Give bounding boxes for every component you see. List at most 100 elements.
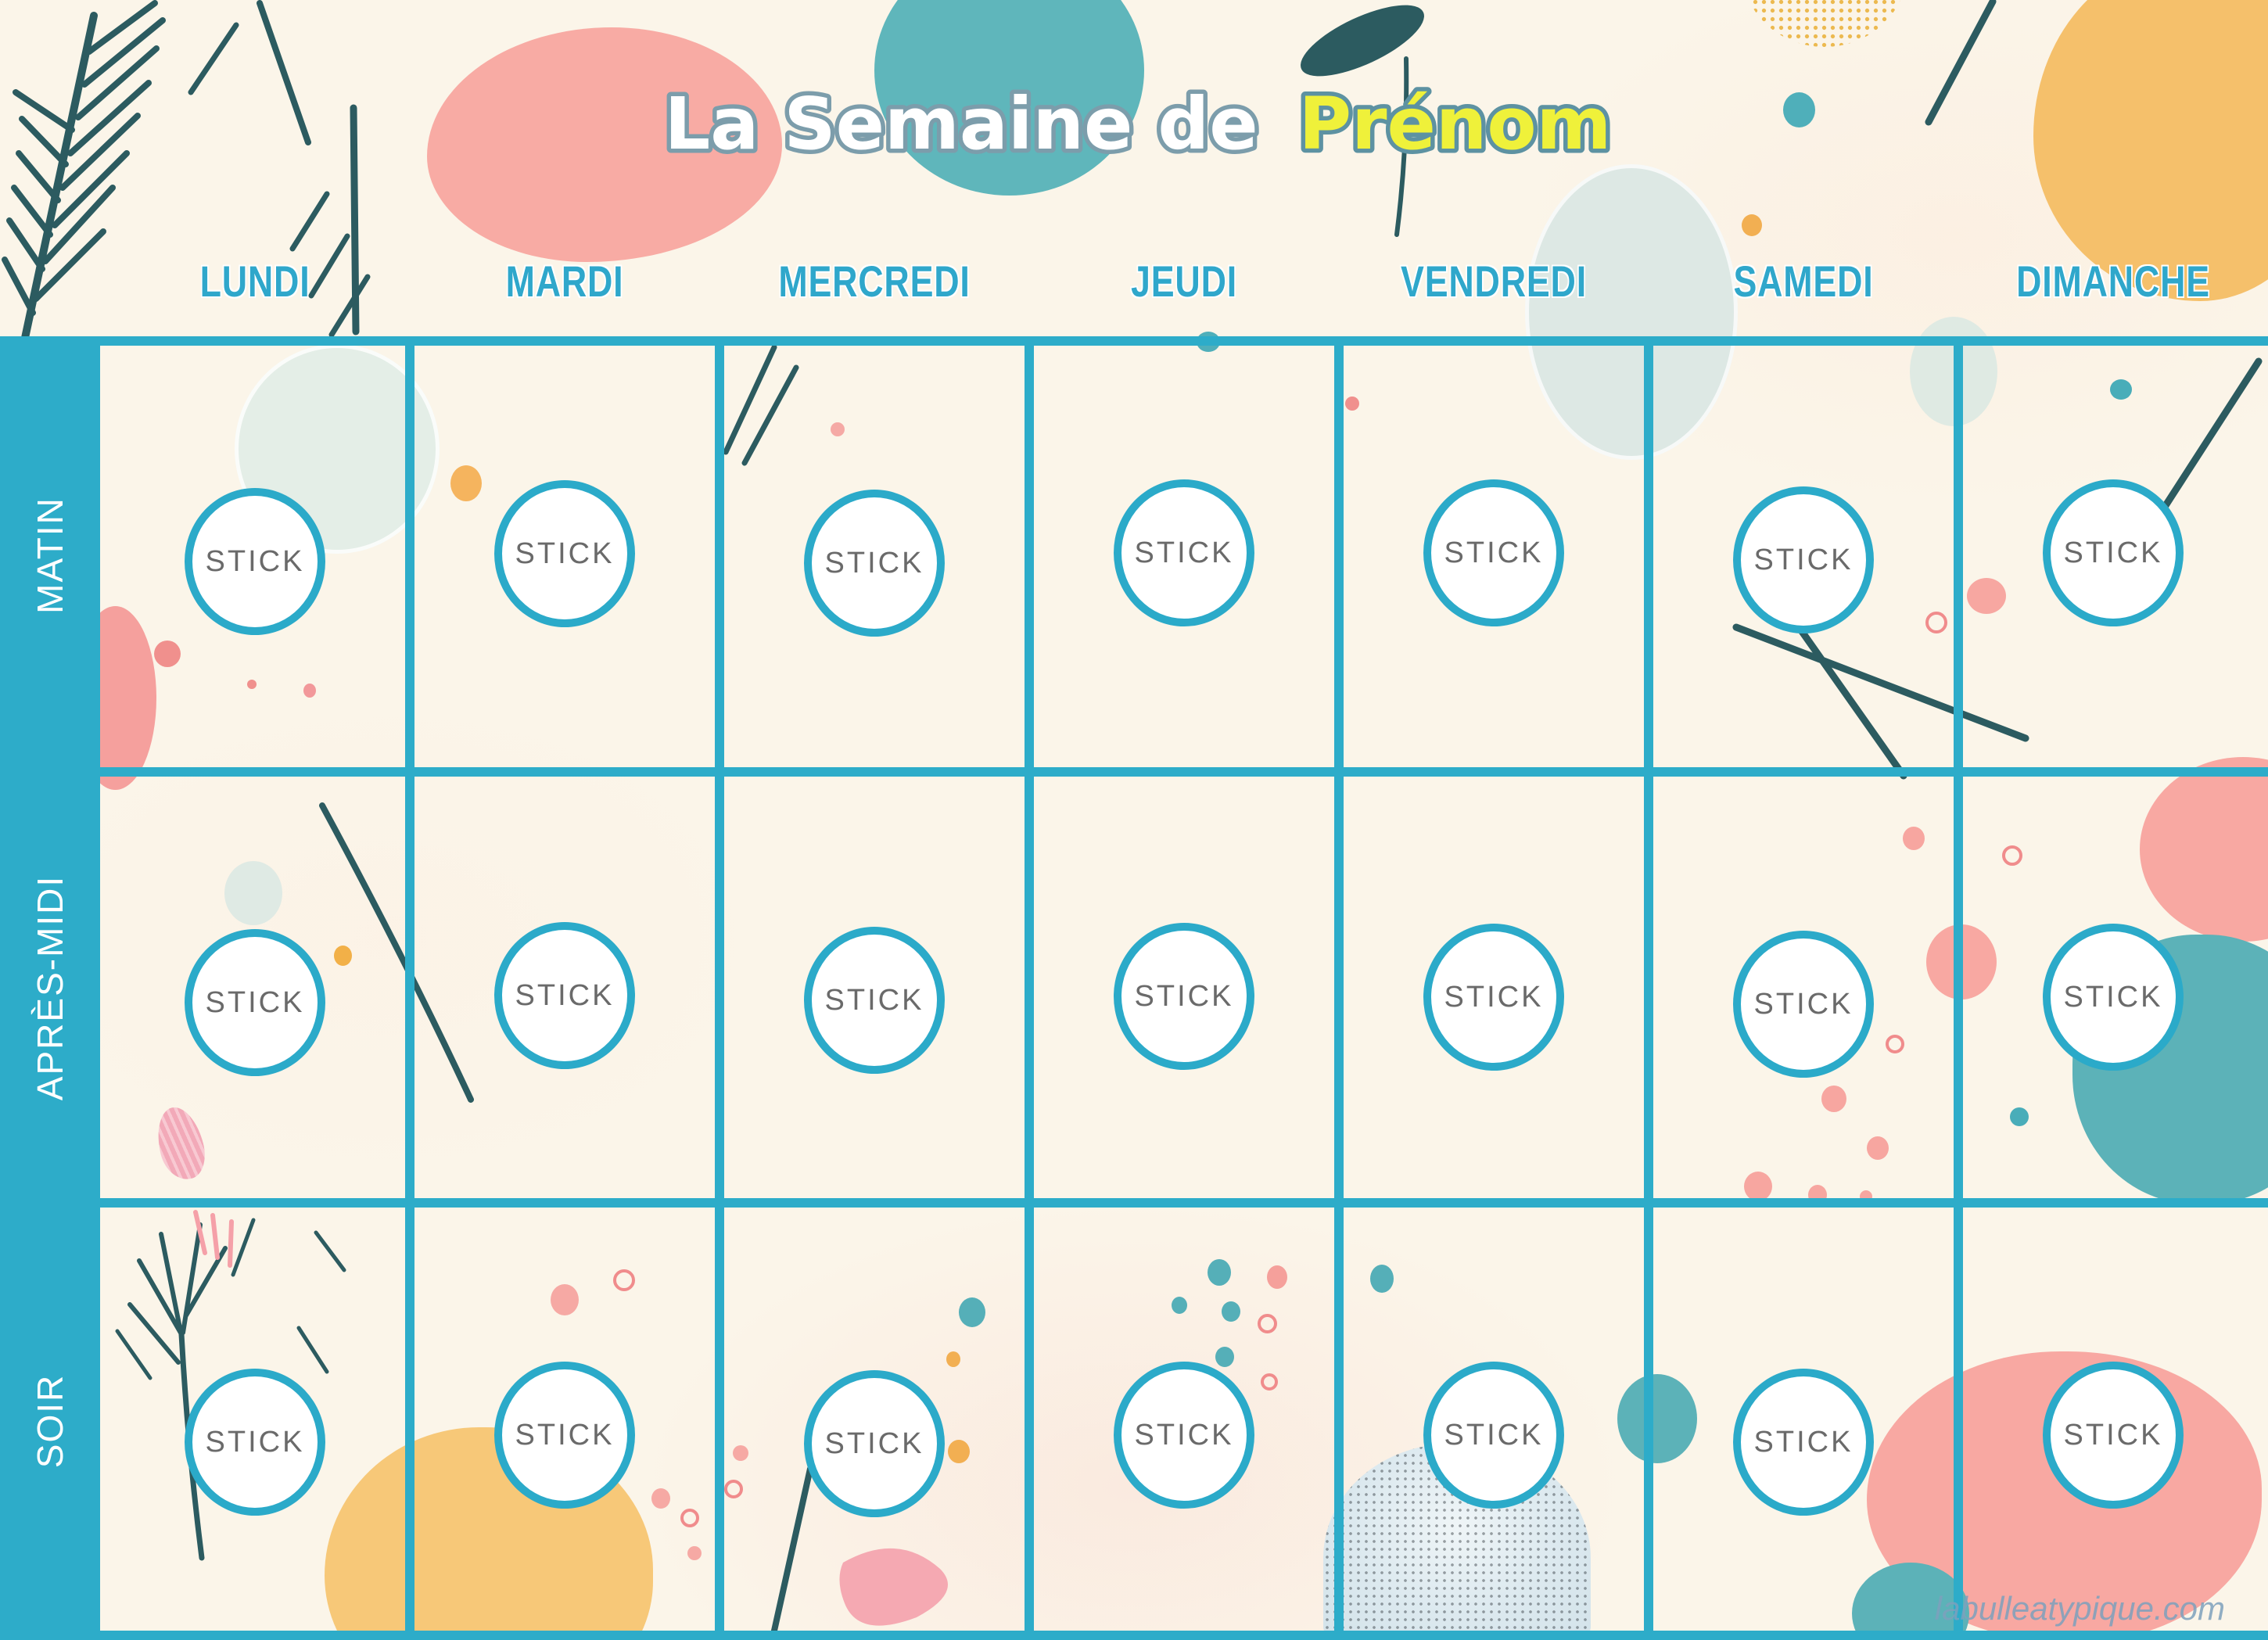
pink-dot <box>303 684 316 698</box>
sticker-slot-label: STICK <box>1444 980 1544 1014</box>
pink-dot-mercredi-soir <box>733 1445 748 1461</box>
orange-dot-mardi <box>450 465 482 501</box>
teal-dot-jeudi-soir <box>1222 1301 1240 1322</box>
sticker-slot-label: STICK <box>2063 980 2163 1014</box>
sticker-slot-dimanche-apres-midi[interactable]: STICK <box>2043 924 2184 1071</box>
teal-dot-jeudi-soir <box>1215 1347 1234 1367</box>
sticker-slot-label: STICK <box>1134 979 1234 1013</box>
orange-dot <box>1742 214 1762 236</box>
sticker-slot-lundi-apres-midi[interactable]: STICK <box>185 929 325 1076</box>
grid-line-col4 <box>1334 336 1344 1640</box>
title-name: Prénom <box>1299 82 1612 166</box>
sticker-slot-mercredi-apres-midi[interactable]: STICK <box>804 927 945 1074</box>
sticker-slot-jeudi-matin[interactable]: STICK <box>1114 479 1254 626</box>
sticker-slot-samedi-apres-midi[interactable]: STICK <box>1733 931 1874 1078</box>
pink-ring-mardi-soir <box>680 1509 699 1527</box>
sticker-slot-label: STICK <box>205 1425 305 1459</box>
teal-dot-mercredi-soir <box>959 1297 985 1327</box>
sticker-slot-label: STICK <box>1444 1418 1544 1452</box>
orange-dot-mercredi-soir <box>948 1440 970 1463</box>
sticker-slot-mercredi-soir[interactable]: STICK <box>804 1370 945 1517</box>
pink-ring-dot <box>1925 612 1947 633</box>
sticker-slot-label: STICK <box>515 536 615 570</box>
grid-line-col6 <box>1954 336 1963 1640</box>
sticker-slot-label: STICK <box>2063 536 2163 569</box>
day-header-lundi: LUNDI <box>199 256 310 306</box>
teal-dot <box>1783 92 1815 127</box>
pale-blue-circle-header <box>1525 164 1738 460</box>
pink-dot-jeudi-soir <box>1267 1265 1287 1289</box>
sticker-slot-mardi-apres-midi[interactable]: STICK <box>494 922 635 1069</box>
teal-dot-jeudi-soir <box>1172 1297 1187 1314</box>
mint-dot-lundi <box>224 861 282 925</box>
teal-dot-vendredi-soir <box>1370 1265 1394 1293</box>
grid-line-col2 <box>715 336 724 1640</box>
period-sidebar <box>0 336 100 1640</box>
sticker-slot-mardi-matin[interactable]: STICK <box>494 480 635 627</box>
sticker-slot-lundi-soir[interactable]: STICK <box>185 1369 325 1516</box>
sticker-slot-label: STICK <box>2063 1418 2163 1452</box>
sticker-slot-vendredi-apres-midi[interactable]: STICK <box>1423 924 1564 1071</box>
orange-dot-mercredi-soir <box>946 1351 960 1367</box>
teal-dot-dimanche <box>2110 379 2132 400</box>
day-header-mercredi: MERCREDI <box>778 256 971 306</box>
pink-dot <box>247 680 257 689</box>
sticker-slot-label: STICK <box>515 978 615 1012</box>
sticker-slot-label: STICK <box>1753 987 1854 1021</box>
sticker-slot-lundi-matin[interactable]: STICK <box>185 488 325 635</box>
grid-line-row2 <box>100 1198 2268 1208</box>
period-label-text: MATIN <box>30 497 70 614</box>
sticker-slot-label: STICK <box>824 1426 924 1460</box>
pink-ring-jeudi-soir <box>1261 1373 1278 1391</box>
sticker-slot-label: STICK <box>824 983 924 1017</box>
grid-line-col5 <box>1644 336 1653 1640</box>
sticker-slot-label: STICK <box>1134 536 1234 569</box>
pink-dot <box>154 641 181 667</box>
period-label-soir: SOIR <box>0 1296 100 1546</box>
watermark-url: labulleatypique.com <box>1934 1590 2225 1627</box>
sticker-slot-mercredi-matin[interactable]: STICK <box>804 490 945 637</box>
teal-dot-dimanche2 <box>2010 1107 2029 1126</box>
pink-dot-dimanche <box>1967 578 2006 614</box>
pink-circle-top <box>427 27 782 262</box>
sticker-slot-vendredi-matin[interactable]: STICK <box>1423 479 1564 626</box>
sticker-slot-mardi-soir[interactable]: STICK <box>494 1362 635 1509</box>
sticker-slot-dimanche-soir[interactable]: STICK <box>2043 1362 2184 1509</box>
day-header-samedi: SAMEDI <box>1733 256 1874 306</box>
teal-arc-samedi-bottom <box>1852 1563 1969 1640</box>
sticker-slot-label: STICK <box>1444 536 1544 569</box>
grid-line-row1 <box>100 767 2268 777</box>
yellow-dot-lundi <box>334 946 352 966</box>
pink-fan-shape <box>150 1102 211 1185</box>
grid-line-bottom <box>0 1631 2268 1640</box>
grid-line-top <box>0 336 2268 346</box>
day-header-vendredi: VENDREDI <box>1401 256 1587 306</box>
pink-dot-mardi-soir <box>551 1284 579 1315</box>
grid-line-col1 <box>405 336 414 1640</box>
sticker-slot-dimanche-matin[interactable]: STICK <box>2043 479 2184 626</box>
grid-line-col3 <box>1025 336 1034 1640</box>
sticker-slot-samedi-matin[interactable]: STICK <box>1733 486 1874 633</box>
sticker-slot-jeudi-soir[interactable]: STICK <box>1114 1362 1254 1509</box>
sticker-slot-vendredi-soir[interactable]: STICK <box>1423 1362 1564 1509</box>
sticker-slot-samedi-soir[interactable]: STICK <box>1733 1369 1874 1516</box>
period-label-apres-midi: APRÈS-MIDI <box>0 863 100 1113</box>
sticker-slot-label: STICK <box>1753 543 1854 576</box>
pink-ring-jeudi-soir <box>1258 1314 1277 1333</box>
sticker-slot-label: STICK <box>1134 1418 1234 1452</box>
teal-circle-top <box>874 0 1144 196</box>
sticker-slot-jeudi-apres-midi[interactable]: STICK <box>1114 923 1254 1070</box>
pink-dot-trail <box>1867 1136 1889 1160</box>
day-header-jeudi: JEUDI <box>1131 256 1237 306</box>
period-label-text: SOIR <box>30 1373 70 1469</box>
pink-dot-trail <box>1821 1086 1846 1112</box>
pink-dot-mardi-soir <box>651 1488 670 1509</box>
pink-dot-trail <box>1903 827 1925 850</box>
day-header-dimanche: DIMANCHE <box>2016 256 2210 306</box>
day-header-mardi: MARDI <box>505 256 624 306</box>
sticker-slot-label: STICK <box>205 985 305 1019</box>
stippled-yellow-circle <box>1742 0 1907 47</box>
teal-blob-column-border <box>1617 1374 1697 1463</box>
pink-ring-trail <box>1886 1035 1904 1053</box>
